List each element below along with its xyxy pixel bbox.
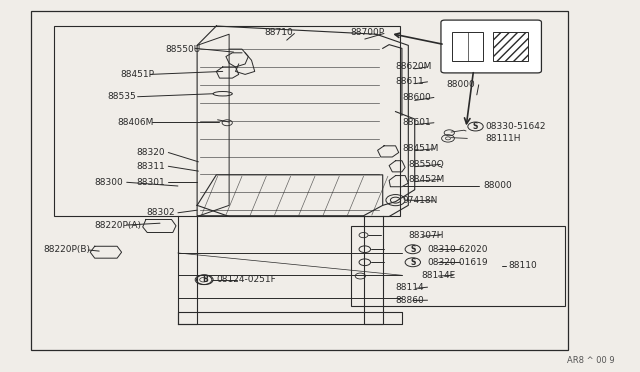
FancyBboxPatch shape xyxy=(441,20,541,73)
Text: 88110: 88110 xyxy=(509,262,538,270)
Text: 88114E: 88114E xyxy=(421,271,456,280)
Text: B: B xyxy=(202,275,207,284)
Bar xyxy=(54,26,400,216)
Text: 08310-62020: 08310-62020 xyxy=(428,245,488,254)
Text: 88311: 88311 xyxy=(136,162,165,171)
Text: 88320: 88320 xyxy=(136,148,165,157)
Text: 88000: 88000 xyxy=(483,182,512,190)
Text: 88550U: 88550U xyxy=(165,45,200,54)
Text: 88301: 88301 xyxy=(136,178,165,187)
Bar xyxy=(31,11,568,350)
Text: 08320-01619: 08320-01619 xyxy=(428,258,488,267)
Text: 88451M: 88451M xyxy=(402,144,438,153)
Text: 08330-51642: 08330-51642 xyxy=(485,122,546,131)
Text: 88220P(B): 88220P(B) xyxy=(44,246,90,254)
Text: 88535: 88535 xyxy=(108,92,136,101)
Text: S: S xyxy=(410,258,415,267)
Text: 88710: 88710 xyxy=(264,28,293,37)
Text: 88300: 88300 xyxy=(95,178,124,187)
Text: 88700P: 88700P xyxy=(351,28,385,37)
Text: 88114: 88114 xyxy=(396,283,424,292)
Text: 88307H: 88307H xyxy=(408,231,444,240)
Text: 88860: 88860 xyxy=(396,296,424,305)
Bar xyxy=(351,226,565,306)
Text: 88620M: 88620M xyxy=(396,62,432,71)
Text: AR8 ^ 00 9: AR8 ^ 00 9 xyxy=(567,356,614,365)
Bar xyxy=(452,32,483,61)
Text: 88600: 88600 xyxy=(402,93,431,102)
Text: 88406M: 88406M xyxy=(117,118,154,126)
Text: 88302: 88302 xyxy=(146,208,175,217)
Text: 88601: 88601 xyxy=(402,118,431,127)
Text: 88220P(A): 88220P(A) xyxy=(95,221,141,230)
Text: 88452M: 88452M xyxy=(408,175,445,184)
Text: 97418N: 97418N xyxy=(402,196,437,205)
Bar xyxy=(493,32,528,61)
Text: 88000: 88000 xyxy=(447,80,476,89)
Text: 88451P: 88451P xyxy=(120,70,154,79)
Text: 08124-0251F: 08124-0251F xyxy=(216,275,276,284)
Text: 88611: 88611 xyxy=(396,77,424,86)
Text: 88550Q: 88550Q xyxy=(408,160,444,169)
Text: S: S xyxy=(473,122,478,131)
Text: S: S xyxy=(410,245,415,254)
Text: 88111H: 88111H xyxy=(485,134,520,143)
